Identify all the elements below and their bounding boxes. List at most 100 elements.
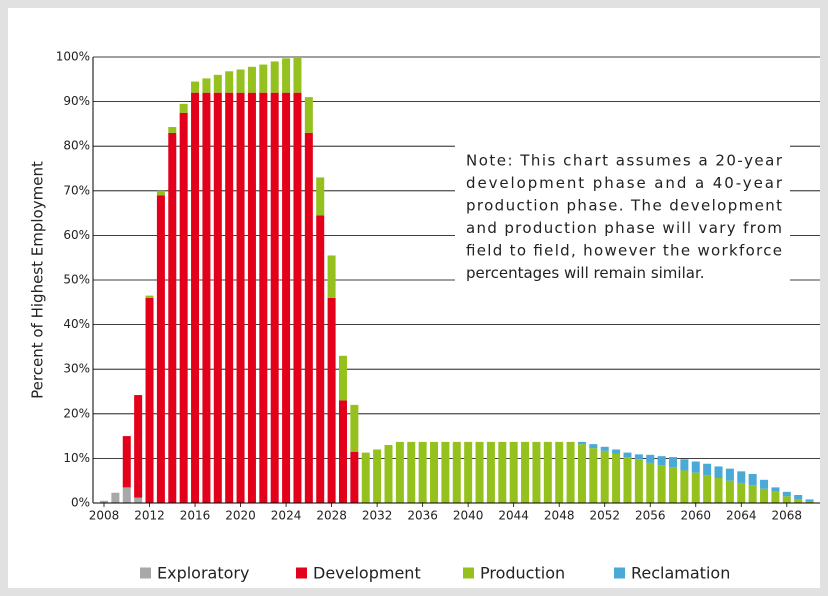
bar-segment bbox=[327, 255, 336, 298]
bar-segment bbox=[566, 441, 575, 503]
bar-segment bbox=[327, 297, 336, 503]
bar-segment bbox=[623, 452, 632, 458]
y-tick-label: 10% bbox=[63, 451, 90, 465]
y-tick-label: 70% bbox=[63, 183, 90, 197]
y-tick-label: 0% bbox=[71, 496, 90, 510]
legend-swatch bbox=[463, 567, 474, 579]
bar-segment bbox=[794, 499, 803, 503]
bar-segment bbox=[612, 449, 621, 454]
note-line: development phase and a 40-year bbox=[466, 174, 783, 192]
bar-segment bbox=[430, 441, 439, 503]
note-line: field to field, however the workforce bbox=[466, 242, 782, 260]
bar-segment bbox=[418, 441, 427, 503]
x-tick-label: 2056 bbox=[635, 509, 666, 523]
x-tick-label: 2044 bbox=[498, 509, 529, 523]
x-tick-label: 2068 bbox=[772, 509, 803, 523]
y-axis-label: Percent of Highest Employment bbox=[29, 161, 47, 399]
bar-segment bbox=[247, 66, 256, 93]
y-tick-label: 90% bbox=[63, 94, 90, 108]
x-tick-label: 2064 bbox=[726, 509, 757, 523]
bar-segment bbox=[202, 78, 211, 93]
bar-segment bbox=[145, 295, 154, 298]
bar-segment bbox=[475, 441, 484, 503]
bar-segment bbox=[100, 500, 108, 503]
bar-segment bbox=[316, 177, 325, 216]
legend-swatch bbox=[296, 567, 307, 579]
y-tick-label: 50% bbox=[63, 273, 90, 287]
bar-segment bbox=[111, 492, 120, 503]
bar-segment bbox=[168, 127, 177, 133]
bar-segment bbox=[623, 457, 632, 503]
bar-segment bbox=[657, 465, 666, 503]
bar-segment bbox=[304, 132, 313, 503]
bar-segment bbox=[669, 457, 677, 468]
bar-segment bbox=[680, 470, 689, 503]
y-tick-label: 100% bbox=[56, 50, 90, 64]
bar-segment bbox=[725, 468, 734, 481]
bar-segment bbox=[441, 441, 450, 503]
bar-segment bbox=[498, 441, 507, 503]
bar-segment bbox=[703, 475, 712, 503]
bar-segment bbox=[464, 441, 473, 503]
bar-segment bbox=[646, 454, 655, 463]
bar-segment bbox=[646, 462, 655, 503]
bar-segment bbox=[259, 64, 268, 93]
bar-segment bbox=[589, 444, 598, 449]
bar-segment bbox=[555, 441, 564, 503]
bar-segment bbox=[225, 71, 234, 93]
bar-segment bbox=[395, 441, 404, 503]
bar-segment bbox=[782, 496, 791, 503]
bar-segment bbox=[156, 195, 165, 503]
bar-segment bbox=[725, 480, 734, 503]
bar-segment bbox=[748, 485, 757, 503]
bar-segment bbox=[282, 92, 291, 504]
bar-segment bbox=[407, 441, 416, 503]
bar-segment bbox=[122, 436, 131, 488]
legend-label: Production bbox=[480, 564, 565, 583]
x-tick-label: 2048 bbox=[544, 509, 575, 523]
x-tick-label: 2036 bbox=[407, 509, 438, 523]
bar-segment bbox=[259, 92, 268, 504]
bar-segment bbox=[134, 497, 143, 503]
x-tick-label: 2008 bbox=[89, 509, 120, 523]
legend-label: Exploratory bbox=[157, 564, 249, 583]
y-tick-label: 30% bbox=[63, 362, 90, 376]
bar-segment bbox=[316, 215, 325, 503]
bar-segment bbox=[282, 58, 291, 93]
y-tick-label: 60% bbox=[63, 228, 90, 242]
bar-segment bbox=[179, 103, 188, 113]
bar-segment bbox=[168, 132, 177, 503]
bar-segment bbox=[202, 92, 211, 504]
bar-segment bbox=[532, 441, 541, 503]
bar-segment bbox=[577, 441, 586, 445]
note-background bbox=[455, 140, 790, 290]
bar-segment bbox=[361, 452, 370, 503]
bar-segment bbox=[486, 441, 495, 503]
bar-segment bbox=[737, 471, 746, 483]
note-line: Note: This chart assumes a 20-year bbox=[466, 152, 783, 170]
bar-segment bbox=[452, 441, 461, 503]
bar-segment bbox=[179, 112, 188, 503]
note-line: percentages will remain similar. bbox=[466, 264, 705, 282]
bar-segment bbox=[543, 441, 552, 503]
bar-segment bbox=[691, 472, 700, 503]
bar-segment bbox=[634, 459, 643, 503]
bar-segment bbox=[156, 190, 165, 196]
x-tick-label: 2012 bbox=[134, 509, 165, 523]
bar-segment bbox=[270, 92, 279, 504]
bar-segment bbox=[134, 395, 143, 498]
bar-segment bbox=[669, 467, 677, 503]
bar-segment bbox=[612, 453, 621, 503]
legend-swatch bbox=[140, 567, 151, 579]
x-tick-label: 2024 bbox=[271, 509, 302, 523]
bar-segment bbox=[350, 451, 359, 503]
bar-segment bbox=[304, 97, 313, 133]
bar-segment bbox=[760, 479, 769, 489]
bar-segment bbox=[680, 459, 689, 471]
bar-segment bbox=[657, 456, 666, 466]
legend-label: Development bbox=[313, 564, 421, 583]
y-tick-label: 40% bbox=[63, 317, 90, 331]
bar-segment bbox=[213, 74, 222, 93]
